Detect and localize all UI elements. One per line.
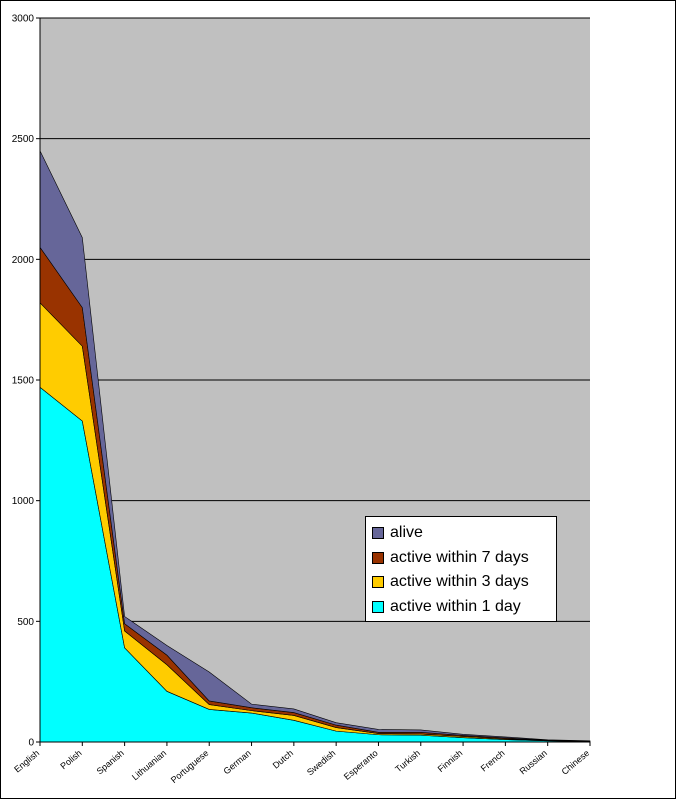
y-tick-label-2500: 2500 <box>12 134 35 145</box>
legend-swatch-1-day <box>372 600 384 613</box>
legend-item-alive: alive <box>372 521 556 546</box>
legend-item-1-day: active within 1 day <box>372 595 556 620</box>
y-tick-label-1500: 1500 <box>12 376 35 387</box>
legend-label-alive: alive <box>390 524 423 542</box>
x-tick-label-finnish: Finnish <box>436 748 465 774</box>
x-tick-label-chinese: Chinese <box>560 748 592 777</box>
legend-item-7-days: active within 7 days <box>372 546 556 571</box>
area-series-alive <box>39 150 591 742</box>
legend-label-7-days: active within 7 days <box>390 548 529 566</box>
y-tick-label-2000: 2000 <box>12 255 35 266</box>
legend-label-3-days: active within 3 days <box>390 573 529 591</box>
legend-item-3-days: active within 3 days <box>372 570 556 595</box>
x-tick-label-russian: Russian <box>518 748 549 777</box>
x-tick-label-german: German <box>221 748 252 777</box>
x-tick-label-dutch: Dutch <box>271 748 295 771</box>
x-tick-label-lithuanian: Lithuanian <box>130 748 168 782</box>
x-tick-label-swedish: Swedish <box>305 748 337 778</box>
y-tick-label-3000: 3000 <box>12 14 35 25</box>
x-tick-label-esperanto: Esperanto <box>342 748 380 782</box>
x-tick-label-spanish: Spanish <box>95 748 126 777</box>
legend-swatch-7-days <box>372 551 384 564</box>
x-tick-label-turkish: Turkish <box>393 748 422 774</box>
y-tick-label-500: 500 <box>17 617 34 628</box>
x-tick-label-portuguese: Portuguese <box>169 748 211 785</box>
y-tick-label-1000: 1000 <box>12 496 35 507</box>
legend-swatch-alive <box>372 527 384 540</box>
x-tick-label-french: French <box>479 748 507 774</box>
legend-swatch-3-days <box>372 576 384 589</box>
x-tick-label-english: English <box>12 748 41 775</box>
x-tick-label-polish: Polish <box>58 748 83 771</box>
legend-label-1-day: active within 1 day <box>390 597 521 615</box>
chart-legend: alive active within 7 days active within… <box>365 516 557 622</box>
y-tick-label-0: 0 <box>28 738 34 749</box>
